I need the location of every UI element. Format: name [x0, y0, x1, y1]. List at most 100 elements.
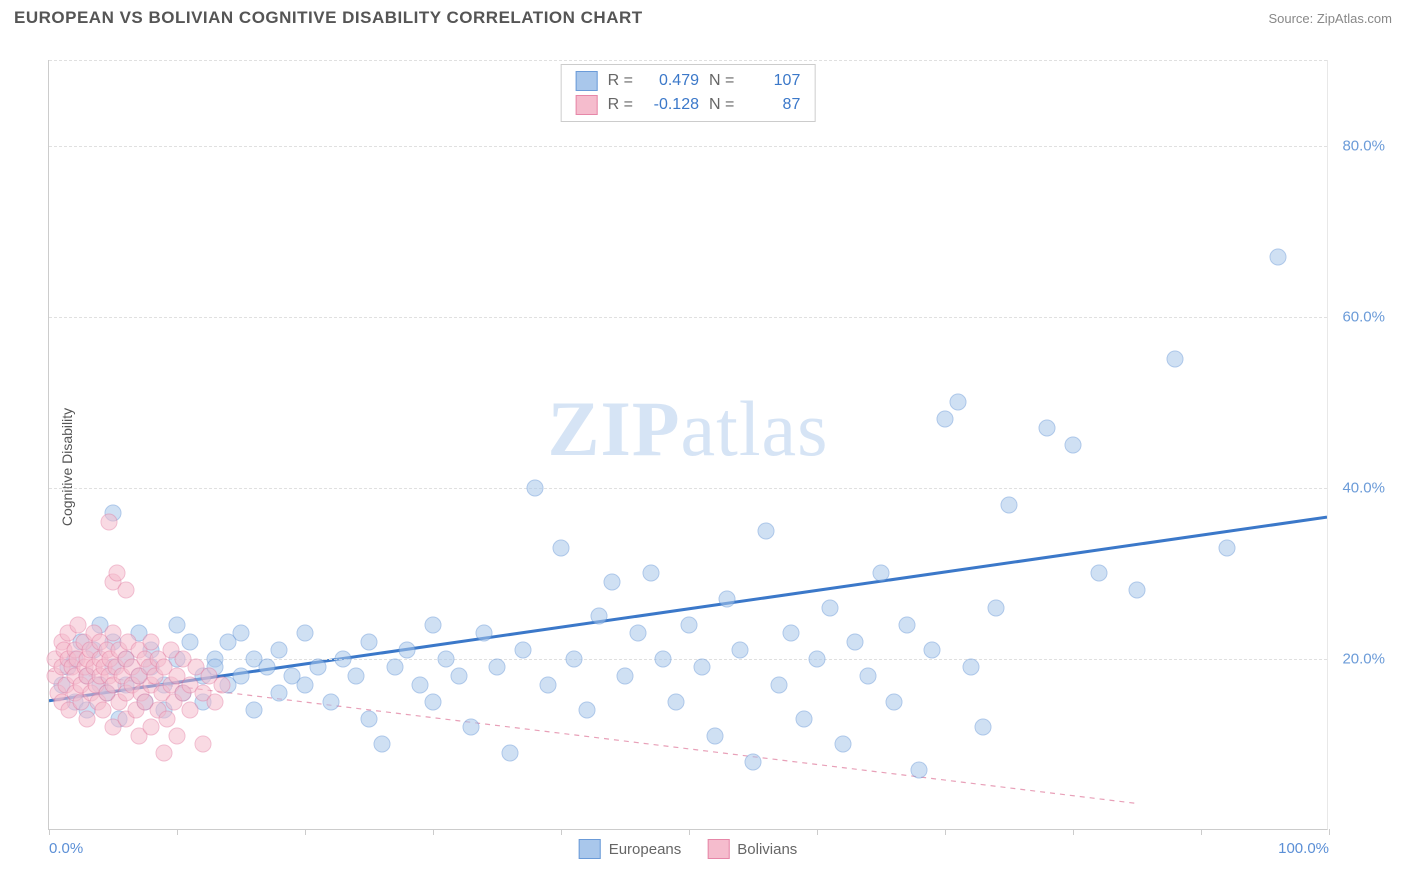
- source-prefix: Source:: [1268, 11, 1316, 26]
- scatter-point-bolivians: [101, 514, 118, 531]
- stats-legend-box: R =0.479N =107R =-0.128N =87: [561, 64, 816, 122]
- scatter-point-bolivians: [207, 693, 224, 710]
- scatter-point-bolivians: [143, 633, 160, 650]
- scatter-point-europeans: [1001, 496, 1018, 513]
- scatter-point-europeans: [975, 719, 992, 736]
- gridline-h: [49, 60, 1327, 61]
- scatter-point-europeans: [604, 573, 621, 590]
- scatter-point-europeans: [770, 676, 787, 693]
- scatter-point-europeans: [514, 642, 531, 659]
- scatter-point-europeans: [809, 650, 826, 667]
- scatter-point-europeans: [386, 659, 403, 676]
- scatter-point-europeans: [527, 479, 544, 496]
- scatter-point-europeans: [847, 633, 864, 650]
- scatter-point-bolivians: [70, 616, 87, 633]
- scatter-point-europeans: [437, 650, 454, 667]
- scatter-point-europeans: [361, 633, 378, 650]
- scatter-point-bolivians: [158, 710, 175, 727]
- stat-n-value: 87: [744, 96, 800, 114]
- x-tick-mark: [49, 829, 50, 835]
- scatter-point-europeans: [796, 710, 813, 727]
- scatter-point-europeans: [719, 591, 736, 608]
- x-tick-mark: [817, 829, 818, 835]
- trend-lines: [49, 60, 1327, 829]
- scatter-point-europeans: [578, 702, 595, 719]
- scatter-point-europeans: [258, 659, 275, 676]
- scatter-point-europeans: [425, 616, 442, 633]
- watermark: ZIPatlas: [548, 384, 829, 474]
- scatter-point-europeans: [501, 745, 518, 762]
- scatter-point-europeans: [924, 642, 941, 659]
- scatter-point-europeans: [898, 616, 915, 633]
- x-tick-label: 100.0%: [1278, 840, 1329, 857]
- scatter-point-europeans: [297, 625, 314, 642]
- scatter-point-europeans: [245, 702, 262, 719]
- gridline-h: [49, 659, 1327, 660]
- scatter-point-bolivians: [213, 676, 230, 693]
- stat-n-label: N =: [709, 72, 734, 90]
- scatter-point-europeans: [911, 762, 928, 779]
- scatter-point-europeans: [885, 693, 902, 710]
- x-tick-mark: [433, 829, 434, 835]
- y-tick-label: 20.0%: [1342, 650, 1385, 667]
- scatter-point-europeans: [233, 625, 250, 642]
- y-tick-label: 60.0%: [1342, 308, 1385, 325]
- scatter-point-europeans: [1218, 539, 1235, 556]
- scatter-point-europeans: [1129, 582, 1146, 599]
- scatter-point-europeans: [1090, 565, 1107, 582]
- scatter-point-europeans: [399, 642, 416, 659]
- scatter-point-bolivians: [181, 702, 198, 719]
- scatter-point-europeans: [834, 736, 851, 753]
- scatter-point-europeans: [681, 616, 698, 633]
- series-legend: Europeans Bolivians: [579, 839, 798, 859]
- legend-swatch: [576, 71, 598, 91]
- gridline-h: [49, 488, 1327, 489]
- scatter-point-europeans: [617, 668, 634, 685]
- scatter-point-europeans: [1039, 419, 1056, 436]
- x-tick-mark: [945, 829, 946, 835]
- scatter-point-europeans: [1167, 351, 1184, 368]
- scatter-point-europeans: [322, 693, 339, 710]
- x-tick-label: 0.0%: [49, 840, 83, 857]
- stat-r-value: -0.128: [643, 96, 699, 114]
- scatter-point-europeans: [348, 668, 365, 685]
- source-link[interactable]: ZipAtlas.com: [1317, 11, 1392, 26]
- scatter-point-europeans: [732, 642, 749, 659]
- x-tick-mark: [1073, 829, 1074, 835]
- scatter-point-europeans: [642, 565, 659, 582]
- stat-n-value: 107: [744, 72, 800, 90]
- scatter-point-bolivians: [79, 710, 96, 727]
- gridline-h: [49, 146, 1327, 147]
- x-tick-mark: [689, 829, 690, 835]
- scatter-point-europeans: [309, 659, 326, 676]
- scatter-point-europeans: [745, 753, 762, 770]
- scatter-point-europeans: [757, 522, 774, 539]
- scatter-point-europeans: [335, 650, 352, 667]
- x-tick-mark: [177, 829, 178, 835]
- y-tick-label: 40.0%: [1342, 479, 1385, 496]
- scatter-point-europeans: [988, 599, 1005, 616]
- scatter-point-europeans: [873, 565, 890, 582]
- plot-area: ZIPatlas R =0.479N =107R =-0.128N =87 Eu…: [48, 60, 1328, 830]
- scatter-point-bolivians: [194, 736, 211, 753]
- legend-label: Europeans: [609, 841, 682, 858]
- stat-r-value: 0.479: [643, 72, 699, 90]
- scatter-point-bolivians: [143, 719, 160, 736]
- scatter-point-europeans: [962, 659, 979, 676]
- scatter-point-europeans: [668, 693, 685, 710]
- scatter-point-europeans: [361, 710, 378, 727]
- scatter-point-europeans: [540, 676, 557, 693]
- scatter-point-europeans: [271, 642, 288, 659]
- stats-row-europeans: R =0.479N =107: [576, 69, 801, 93]
- scatter-point-europeans: [476, 625, 493, 642]
- legend-label: Bolivians: [737, 841, 797, 858]
- legend-swatch: [576, 95, 598, 115]
- x-tick-mark: [305, 829, 306, 835]
- trendline-bolivians: [49, 671, 1135, 803]
- scatter-point-europeans: [949, 394, 966, 411]
- source-label: Source: ZipAtlas.com: [1268, 11, 1392, 26]
- scatter-point-europeans: [373, 736, 390, 753]
- x-tick-mark: [1201, 829, 1202, 835]
- scatter-point-bolivians: [105, 625, 122, 642]
- chart-container: Cognitive Disability ZIPatlas R =0.479N …: [0, 42, 1406, 892]
